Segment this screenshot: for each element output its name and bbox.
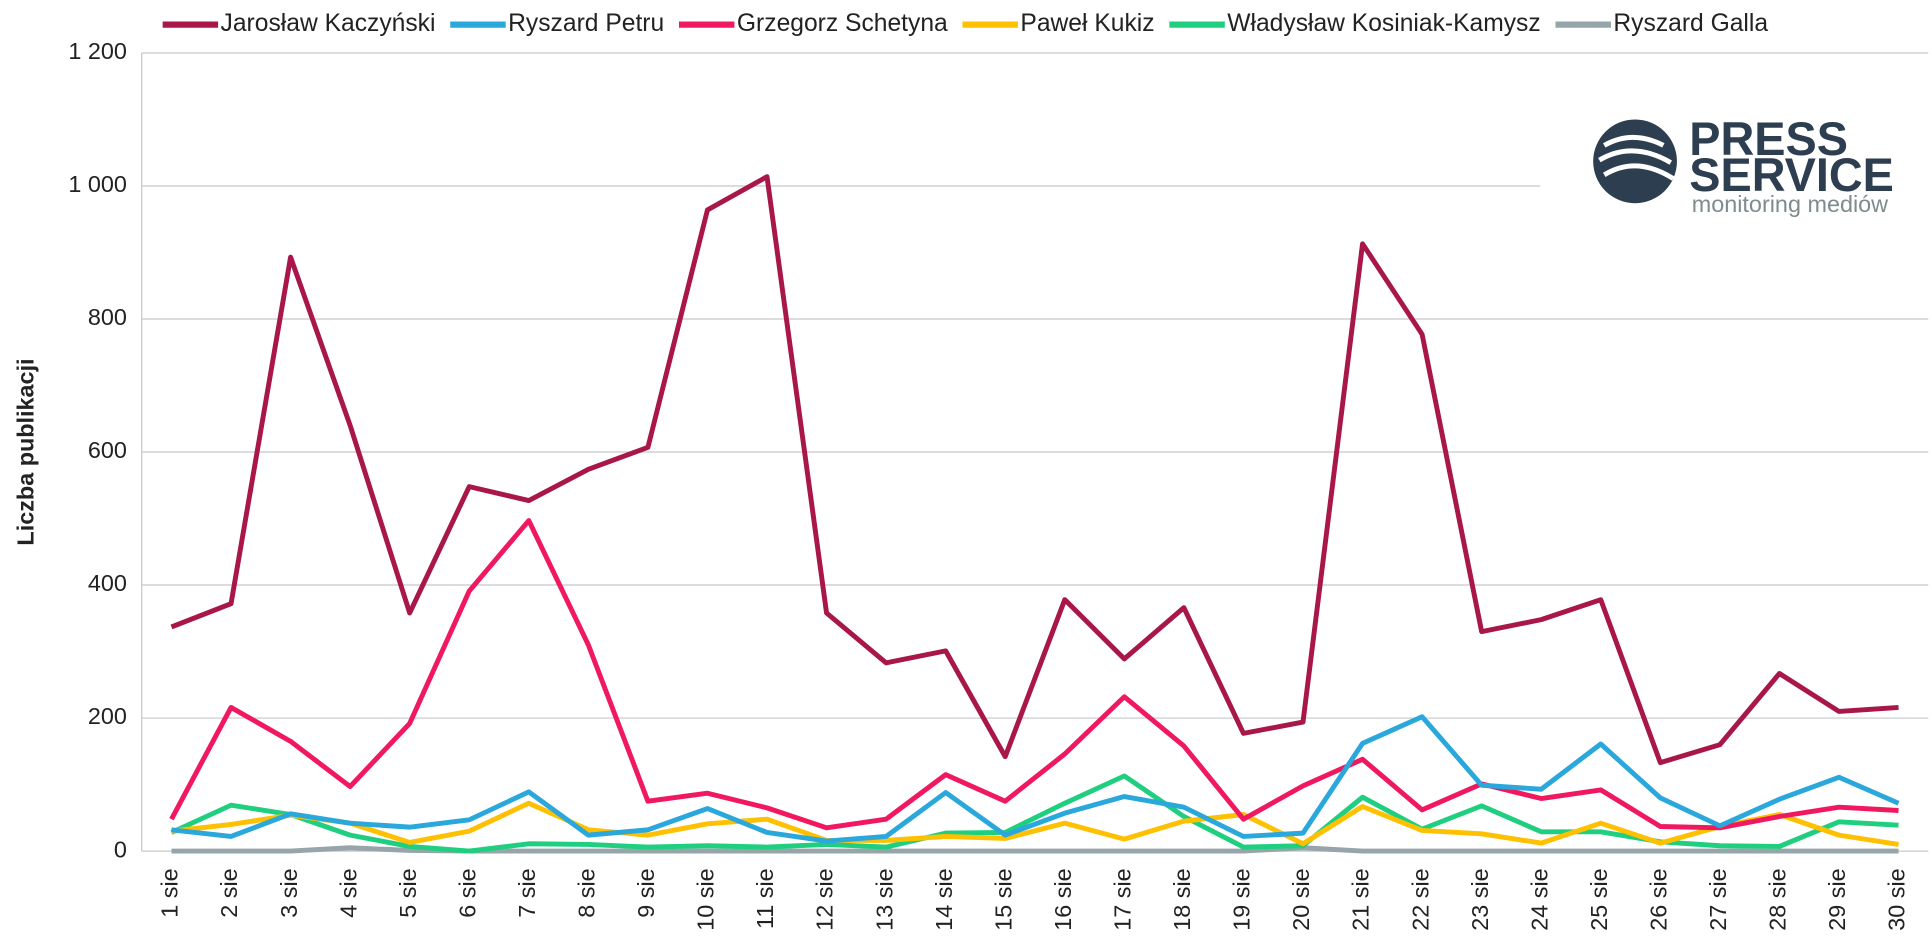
x-tick-label: 22 sie (1407, 868, 1433, 930)
x-tick-label: 16 sie (1050, 868, 1076, 930)
x-tick-label: 4 sie (335, 868, 361, 917)
x-tick-label: 20 sie (1288, 868, 1314, 930)
y-tick-label: 1 200 (68, 38, 127, 64)
x-tick-label: 6 sie (454, 868, 480, 917)
x-tick-label: 3 sie (276, 868, 302, 917)
legend-label: Ryszard Petru (508, 10, 664, 37)
y-tick-label: 800 (88, 304, 127, 330)
legend-label: Ryszard Galla (1613, 10, 1768, 37)
x-tick-label: 14 sie (931, 868, 957, 930)
y-tick-label: 200 (88, 703, 127, 729)
x-tick-label: 11 sie (752, 868, 778, 929)
x-tick-label: 2 sie (216, 868, 242, 917)
logo: PRESS SERVICE monitoring mediów (1540, 104, 1932, 228)
x-tick-label: 19 sie (1229, 868, 1255, 930)
y-tick-label: 600 (88, 437, 127, 463)
x-tick-label: 18 sie (1169, 868, 1195, 930)
y-axis-title: Liczba publikacji (12, 358, 38, 545)
x-tick-label: 1 sie (157, 868, 183, 917)
x-tick-label: 7 sie (514, 868, 540, 917)
series-line (170, 174, 1899, 766)
legend-label: Władysław Kosiniak-Kamysz (1227, 10, 1540, 37)
x-tick-label: 13 sie (871, 868, 897, 930)
series-line (170, 773, 1899, 854)
y-tick-label: 1 000 (68, 171, 127, 197)
x-tick-label: 17 sie (1110, 868, 1136, 930)
x-tick-label: 21 sie (1348, 868, 1374, 930)
x-tick-label: 26 sie (1645, 868, 1671, 930)
y-tick-label: 400 (88, 570, 127, 596)
x-tick-label: 9 sie (633, 868, 659, 917)
y-tick-label: 0 (114, 836, 127, 862)
logo-text: PRESS (1689, 113, 1848, 165)
grid-layer (141, 52, 1929, 852)
x-tick-label: 28 sie (1765, 868, 1791, 930)
logo-swoosh (1598, 134, 1675, 181)
x-tick-label: 12 sie (812, 868, 838, 930)
logo-subtext: monitoring mediów (1692, 191, 1888, 217)
x-tick-label: 8 sie (574, 868, 600, 917)
series-line (171, 800, 1899, 847)
x-tick-label: 25 sie (1586, 868, 1612, 930)
series-line (169, 518, 1899, 831)
series-line (171, 714, 1900, 844)
x-tick-label: 27 sie (1705, 868, 1731, 930)
x-tick-label: 15 sie (990, 868, 1016, 930)
legend-label: Jarosław Kaczyński (221, 10, 436, 37)
x-tick-label: 5 sie (395, 868, 421, 917)
x-tick-label: 24 sie (1526, 868, 1552, 930)
legend-label: Grzegorz Schetyna (737, 10, 948, 37)
x-tick-label: 23 sie (1467, 868, 1493, 930)
logo-text: SERVICE (1689, 149, 1894, 201)
x-tick-label: 10 sie (693, 868, 719, 930)
legend-label: Paweł Kukiz (1020, 10, 1154, 37)
x-tick-label: 30 sie (1884, 868, 1910, 930)
x-tick-label: 29 sie (1824, 868, 1850, 930)
